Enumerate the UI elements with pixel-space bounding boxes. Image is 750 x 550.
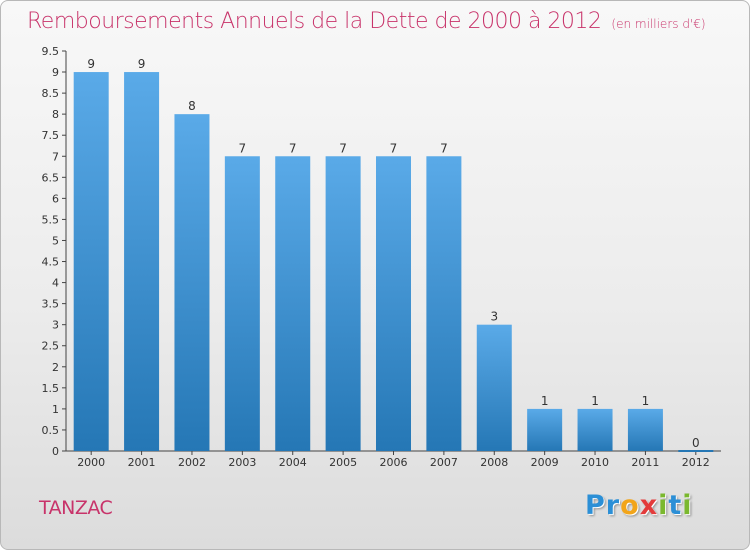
x-tick-label: 2003	[228, 456, 256, 469]
y-tick-label: 0	[52, 445, 59, 458]
chart-bars	[73, 72, 714, 452]
logo-letter: o	[620, 490, 640, 521]
commune-name: TANZAC	[39, 497, 113, 519]
logo-letter: x	[639, 490, 659, 521]
x-tick-label: 2005	[329, 456, 357, 469]
chart-unit: (en milliers d'€)	[611, 17, 706, 31]
value-label: 1	[642, 394, 650, 408]
x-tick-label: 2011	[631, 456, 659, 469]
value-label: 8	[188, 99, 196, 113]
value-label: 7	[440, 141, 448, 155]
bar	[124, 72, 160, 451]
y-tick-label: 7.5	[42, 129, 60, 142]
x-tick-label: 2000	[77, 456, 105, 469]
y-tick-label: 9	[52, 66, 59, 79]
y-tick-label: 4.5	[42, 256, 60, 269]
value-label: 0	[692, 436, 700, 450]
chart-title-text: Remboursements Annuels de la Dette de 20…	[27, 9, 602, 34]
y-tick-label: 4	[52, 277, 59, 290]
logo-letter: P	[585, 490, 606, 521]
x-tick-label: 2012	[682, 456, 710, 469]
proxiti-logo[interactable]: Proxiti	[585, 490, 693, 521]
value-label: 7	[390, 141, 398, 155]
y-tick-label: 9.5	[42, 45, 60, 58]
bar	[476, 324, 512, 451]
bar	[527, 408, 563, 451]
bar	[426, 156, 462, 451]
bar	[224, 156, 260, 451]
y-tick-label: 8	[52, 108, 59, 121]
x-tick-label: 2010	[581, 456, 609, 469]
y-tick-label: 3.5	[42, 298, 60, 311]
x-tick-label: 2004	[279, 456, 307, 469]
value-label: 9	[138, 57, 146, 71]
y-tick-label: 1.5	[42, 382, 60, 395]
logo-letter: r	[605, 490, 621, 521]
y-tick-label: 5	[52, 234, 59, 247]
logo-letter: i	[682, 490, 693, 521]
bar	[325, 156, 361, 451]
y-tick-label: 2.5	[42, 340, 60, 353]
value-label: 7	[239, 141, 247, 155]
value-label: 1	[541, 394, 549, 408]
value-label: 1	[591, 394, 599, 408]
y-tick-label: 7	[52, 150, 59, 163]
x-tick-label: 2002	[178, 456, 206, 469]
bar	[376, 156, 411, 451]
value-label: 7	[339, 141, 347, 155]
bar	[577, 408, 613, 451]
value-label: 7	[289, 141, 297, 155]
x-tick-label: 2008	[480, 456, 508, 469]
chart-axes: 0 0.5 1 1.5 2 2.5 3 3.5 4 4.5 5 5.5 6 6.5 7 7.5 8 8.5 9 9.5	[42, 45, 721, 458]
y-tick-label: 1	[52, 403, 59, 416]
chart-labels: 2000 9 2001 9 2002 8 2003 7 2004 7 2005 7 2006 7 2007 7…	[77, 57, 710, 469]
x-tick-label: 2006	[380, 456, 408, 469]
y-tick-label: 3	[52, 319, 59, 332]
logo-letter: t	[668, 490, 683, 521]
x-tick-label: 2001	[128, 456, 156, 469]
chart-title: Remboursements Annuels de la Dette de 20…	[27, 9, 706, 34]
value-label: 9	[87, 57, 95, 71]
bar	[174, 114, 210, 451]
bar	[275, 156, 311, 451]
y-tick-label: 6	[52, 192, 59, 205]
y-tick-label: 5.5	[42, 213, 60, 226]
x-tick-label: 2007	[430, 456, 458, 469]
y-tick-label: 6.5	[42, 171, 60, 184]
logo-letter: i	[658, 490, 669, 521]
value-label: 3	[490, 310, 498, 324]
y-tick-label: 8.5	[42, 87, 60, 100]
bar	[627, 408, 663, 451]
y-tick-label: 2	[52, 361, 59, 374]
y-tick-label: 0.5	[42, 424, 60, 437]
bar	[73, 72, 109, 451]
x-tick-label: 2009	[531, 456, 559, 469]
